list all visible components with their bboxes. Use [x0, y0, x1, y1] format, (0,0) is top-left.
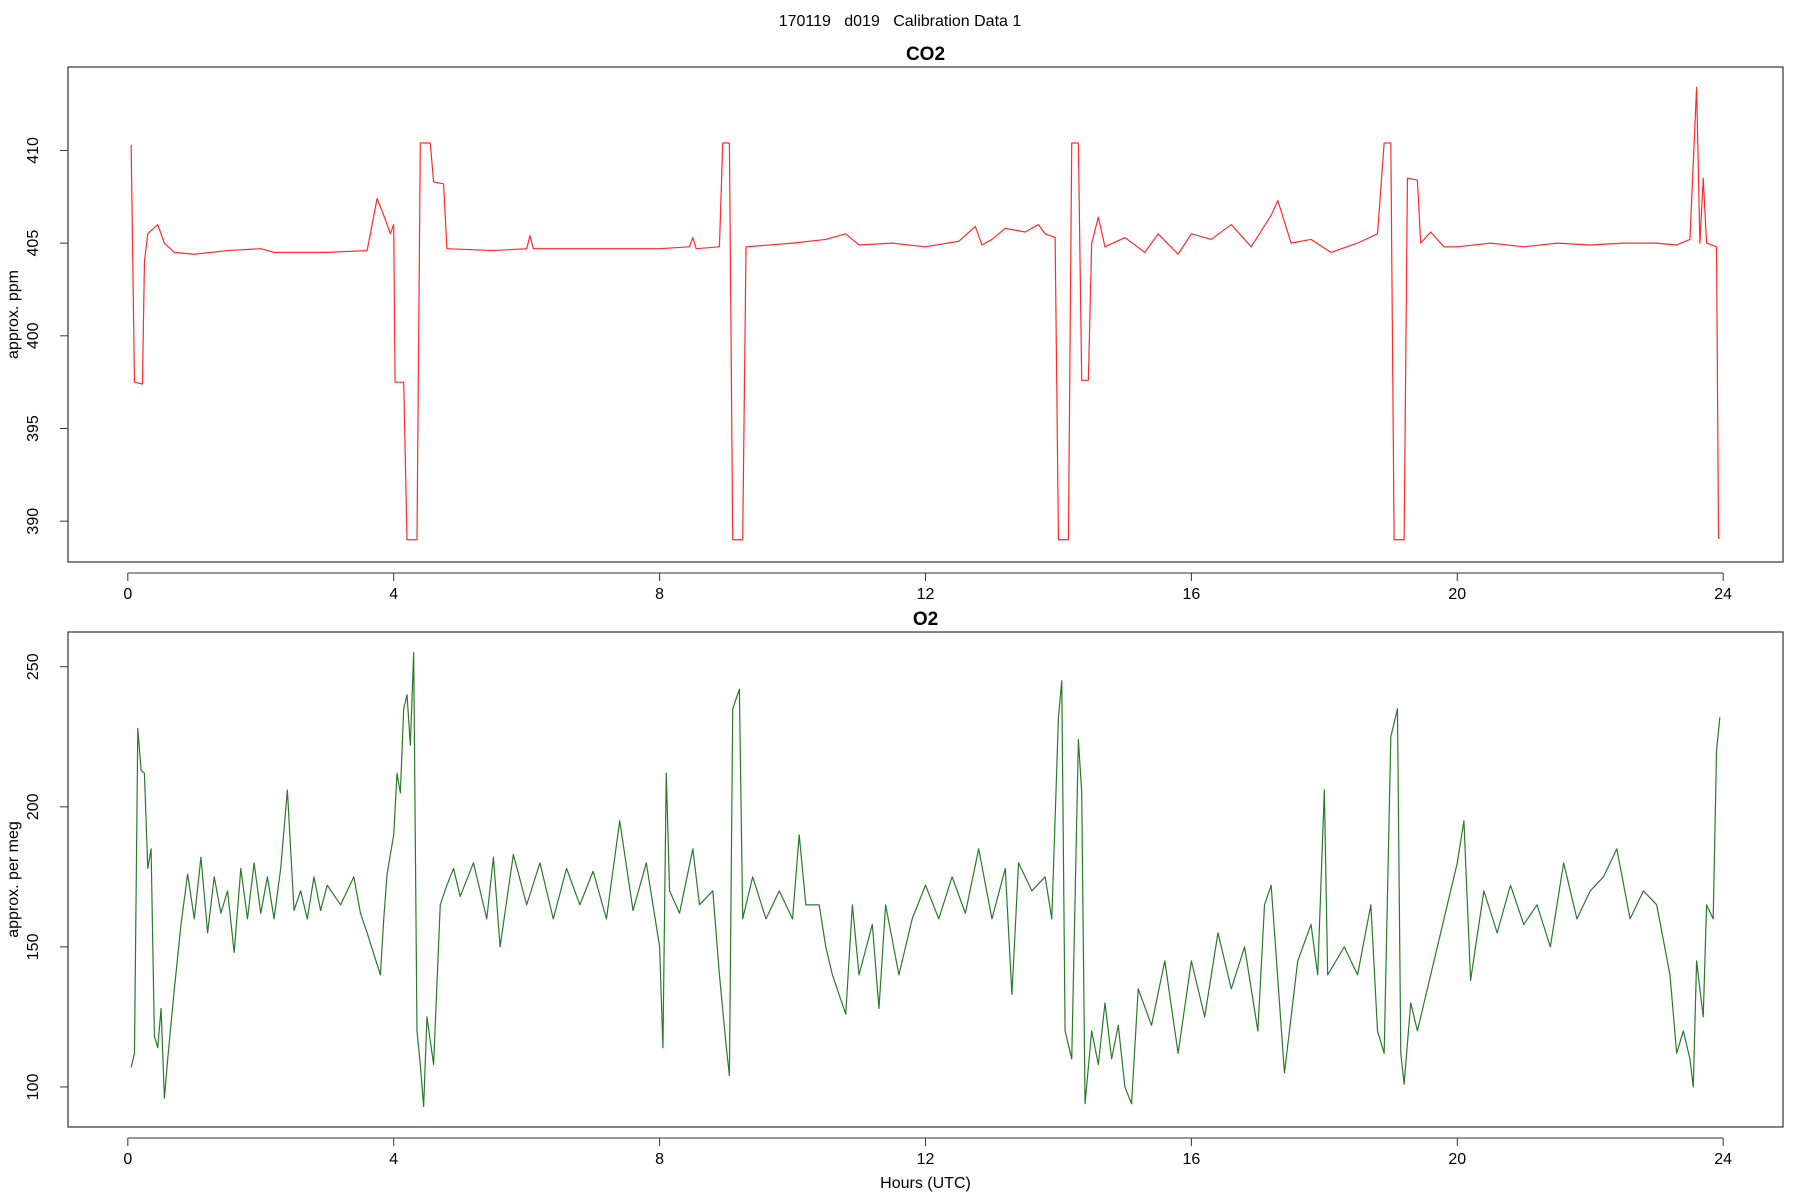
x-tick-label: 20	[1448, 586, 1466, 603]
y-axis-label: approx. per meg	[5, 821, 22, 938]
panel-title: CO2	[906, 44, 945, 65]
panel-title: O2	[913, 609, 938, 630]
y-tick-label: 100	[25, 1073, 42, 1100]
y-tick-label: 405	[25, 230, 42, 257]
y-tick-label: 390	[25, 508, 42, 535]
data-line	[130, 86, 1720, 541]
y-tick-label: 200	[25, 793, 42, 820]
x-tick-label: 16	[1182, 586, 1200, 603]
y-tick-label: 250	[25, 653, 42, 680]
y-tick-label: 150	[25, 933, 42, 960]
data-line	[130, 652, 1721, 1108]
x-tick-label: 24	[1714, 1151, 1732, 1168]
y-tick-label: 400	[25, 322, 42, 349]
x-tick-label: 16	[1182, 1151, 1200, 1168]
y-axis-label: approx. ppm	[5, 270, 22, 359]
x-tick-label: 4	[389, 586, 398, 603]
x-tick-label: 12	[917, 586, 935, 603]
x-tick-label: 24	[1714, 586, 1732, 603]
x-tick-label: 0	[123, 586, 132, 603]
x-tick-label: 12	[917, 1151, 935, 1168]
x-tick-label: 8	[655, 1151, 664, 1168]
x-tick-label: 8	[655, 586, 664, 603]
x-tick-label: 0	[123, 1151, 132, 1168]
x-axis-label: Hours (UTC)	[880, 1175, 971, 1192]
figure-title: 170119 d019 Calibration Data 1	[779, 13, 1022, 30]
y-tick-label: 395	[25, 415, 42, 442]
x-tick-label: 20	[1448, 1151, 1466, 1168]
y-tick-label: 410	[25, 137, 42, 164]
x-tick-label: 4	[389, 1151, 398, 1168]
